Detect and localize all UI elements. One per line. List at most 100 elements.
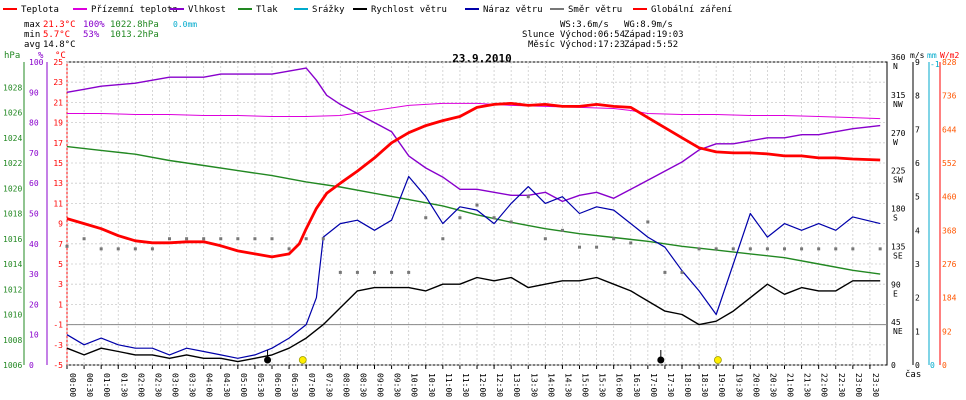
wind-direction-point [731,247,735,251]
dir-compass-label: W [893,138,898,147]
wind-direction-point [851,247,855,251]
x-tick-label: 14:00 [546,373,555,397]
dir-tick-label: 360 [891,53,906,62]
x-tick-label: 20:30 [768,373,777,397]
hpa-tick-label: 1008 [3,336,22,345]
degc-tick-label: -3 [53,341,63,350]
plot-area [65,67,882,363]
wind-direction-point [219,237,223,241]
x-tick-label: 04:30 [222,373,231,397]
wind-ws: WS:3.6m/s [560,20,609,30]
wind-direction-point [373,270,376,274]
wind-direction-point [800,247,804,251]
ms-tick-zero: 0 [915,361,920,370]
x-tick-label: 07:00 [307,373,316,397]
wind-direction-point [783,247,786,251]
temp-min: 5.7°C [43,30,70,40]
wind-direction-point [82,237,86,241]
x-tick-label: 06:00 [273,373,282,397]
x-tick-label: 15:30 [598,373,607,397]
x-tick-label: 09:00 [376,373,385,397]
hum-min: 53% [83,30,100,40]
dir-compass-label: S [893,214,898,223]
wind-direction-point [150,247,154,251]
dir-compass-label: NW [893,100,903,109]
x-tick-label: 00:00 [68,373,77,397]
wind-direction-point [168,237,171,241]
x-tick-label: 18:30 [700,373,709,397]
degc-tick-label: 1 [58,300,63,309]
degc-tick-label: 25 [53,58,63,67]
dir-compass-label: N [893,62,898,71]
x-tick-label: 02:00 [136,373,145,397]
dir-tick-label: 225 [891,167,906,176]
dir-compass-label: NE [893,327,903,336]
wind-direction-point [526,195,530,199]
legend-label: Globální záření [651,5,732,15]
ms-unit: m/s [910,51,925,60]
moon-rise: Východ:17:23 [560,40,625,50]
series-wind-speed [66,276,881,363]
legend-label: Směr větru [568,5,622,15]
wind-direction-point [321,237,325,241]
degc-tick-label: 7 [58,240,63,249]
mm-tick-label: -1 [930,60,940,69]
x-tick-label: 19:30 [734,373,743,397]
degc-tick-label: 15 [53,159,63,168]
wind-direction-point [458,216,462,220]
dir-tick-label: 315 [891,91,906,100]
dir-tick-label: 135 [891,242,906,251]
chart-title: 23.9.2010 [452,52,512,65]
hpa-tick-label: 1020 [3,184,22,193]
astro-markers [264,350,722,364]
degc-tick-label: 9 [58,220,63,229]
pct-tick-label: 60 [29,179,39,188]
x-tick-label: 11:30 [461,373,470,397]
wind-direction-point [697,247,701,251]
pct-tick-label: 70 [29,149,39,158]
x-tick-label: 21:00 [786,373,795,397]
wind-direction-point [185,237,189,241]
sun-moon-info: WS:3.6m/s WG:8.9m/s Slunce Východ:06:54 … [522,20,684,50]
wind-direction-point [236,237,240,241]
x-tick-label: 05:00 [239,373,248,397]
pct-tick-label: 80 [29,119,39,128]
pct-tick-label: 10 [29,331,39,340]
wind-direction-point [560,228,564,232]
x-tick-label: 09:30 [393,373,402,397]
x-tick-label: 17:00 [649,373,658,397]
hpa-tick-label: 1018 [3,210,22,219]
x-tick-label: 03:00 [171,373,180,397]
dir-tick-label: 270 [891,129,906,138]
x-tick-label: 23:00 [854,373,863,397]
degc-tick-label: 21 [53,98,63,107]
ms-tick-label: 4 [915,226,920,235]
dir-compass-label: SE [893,251,903,260]
mm-tick-label: 0 [930,361,935,370]
ms-tick-label: 3 [915,260,920,269]
wm2-unit: W/m2 [940,51,959,60]
x-tick-label: 04:00 [205,373,214,397]
hpa-tick-label: 1016 [3,235,22,244]
dir-compass-label: E [893,289,898,298]
hpa-tick-label: 1022 [3,159,22,168]
temp-max: 21.3°C [43,20,76,30]
wm2-tick-label: 736 [942,92,957,101]
x-tick-label: 21:30 [803,373,812,397]
wind-direction-point [202,237,206,241]
pct-tick-label: 0 [29,361,34,370]
wind-direction-point [390,270,394,274]
wind-direction-point [878,247,882,251]
degc-tick-label: 13 [53,179,63,188]
wind-direction-point [253,237,257,241]
series-wind-gust [66,175,881,359]
moon-label: Měsíc [528,40,555,50]
series-humidity [66,67,881,203]
sun-rise-icon [298,356,307,364]
wm2-tick-zero: 0 [942,361,947,370]
ms-tick-label: 5 [915,193,920,202]
x-tick-label: 08:00 [341,373,350,397]
wind-direction-point [612,237,616,241]
x-tick-label: 22:30 [837,373,846,397]
x-tick-label: 01:00 [102,373,111,397]
